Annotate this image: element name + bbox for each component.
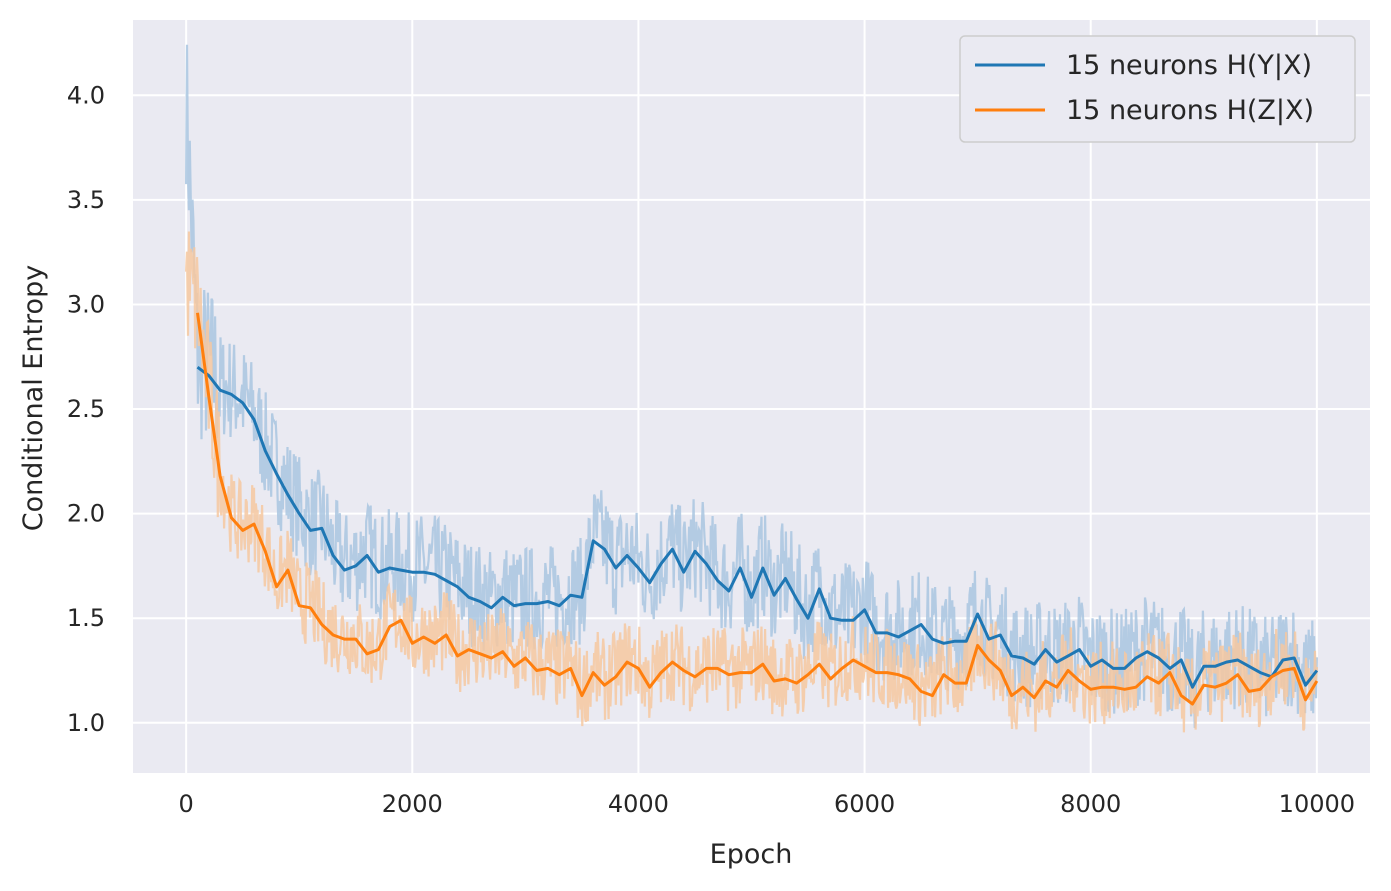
y-tick-label: 1.0 xyxy=(67,709,105,737)
legend: 15 neurons H(Y|X) 15 neurons H(Z|X) xyxy=(959,35,1356,143)
legend-label-0: 15 neurons H(Y|X) xyxy=(1066,50,1312,81)
legend-label-1: 15 neurons H(Z|X) xyxy=(1066,95,1314,126)
series-lines xyxy=(196,312,1319,706)
raw-noise-bands xyxy=(185,44,1318,733)
x-tick-label: 0 xyxy=(179,790,194,818)
y-tick-label: 1.5 xyxy=(67,604,105,632)
x-tick-label: 4000 xyxy=(608,790,669,818)
x-tick-labels: 0 2000 4000 6000 8000 10000 xyxy=(179,790,1356,818)
y-tick-label: 4.0 xyxy=(67,81,105,109)
series-line-1 xyxy=(196,312,1319,706)
raw-trace-0 xyxy=(185,44,1318,728)
y-tick-label: 3.0 xyxy=(67,290,105,318)
x-tick-label: 6000 xyxy=(834,790,895,818)
y-tick-label: 2.0 xyxy=(67,500,105,528)
x-tick-label: 2000 xyxy=(382,790,443,818)
x-tick-label: 10000 xyxy=(1279,790,1355,818)
legend-box xyxy=(959,35,1356,143)
raw-trace-1 xyxy=(185,231,1318,733)
y-tick-label: 2.5 xyxy=(67,395,105,423)
x-axis-label: Epoch xyxy=(710,839,793,870)
series-line-0 xyxy=(196,365,1319,689)
y-tick-labels: 1.0 1.5 2.0 2.5 3.0 3.5 4.0 xyxy=(67,81,105,737)
y-tick-label: 3.5 xyxy=(67,186,105,214)
y-axis-label: Conditional Entropy xyxy=(18,265,49,531)
x-tick-label: 8000 xyxy=(1060,790,1121,818)
